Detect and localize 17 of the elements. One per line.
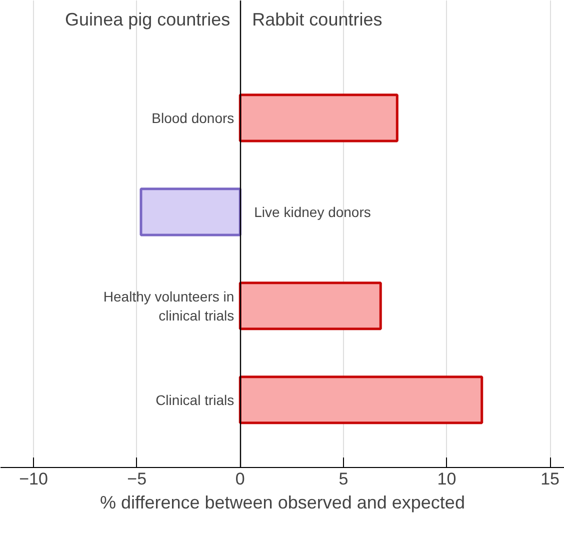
x-tick-label: −10	[19, 470, 48, 488]
x-tick-label: 5	[338, 470, 348, 488]
annotation: Guinea pig countries	[65, 9, 230, 30]
bar	[238, 376, 484, 424]
bar	[238, 282, 382, 330]
x-axis-title: % difference between observed and expected	[100, 492, 465, 512]
x-tick-label: 0	[235, 470, 245, 488]
bar	[238, 94, 398, 142]
x-tick-label: 10	[437, 470, 456, 488]
y-tick-label: Live kidney donors	[254, 204, 371, 220]
y-tick-label: Clinical trials	[156, 392, 234, 408]
y-tick-label: Blood donors	[152, 110, 234, 126]
x-tick-label: −5	[127, 470, 147, 488]
x-tick-label: 15	[540, 470, 560, 488]
annotation: Rabbit countries	[252, 9, 382, 30]
y-tick-label: Healthy volunteers in clinical trials	[103, 288, 234, 324]
bar	[140, 188, 242, 236]
